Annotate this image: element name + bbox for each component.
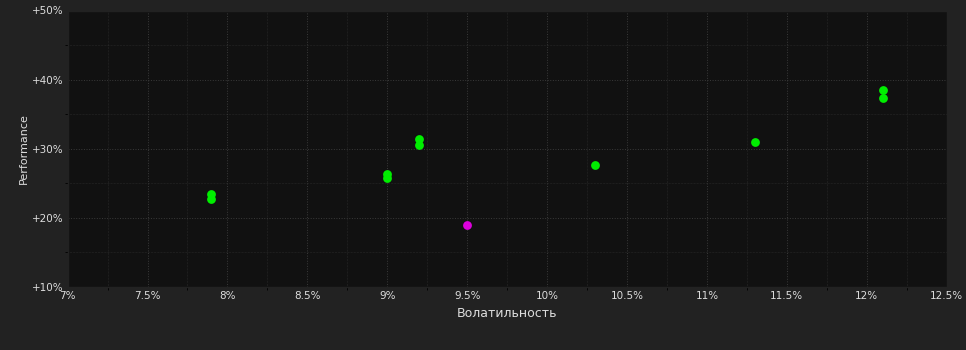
Point xyxy=(204,196,219,201)
Point xyxy=(875,96,891,101)
Point xyxy=(380,175,395,181)
Point xyxy=(204,191,219,197)
Point xyxy=(460,222,475,228)
Point xyxy=(747,139,762,145)
Point xyxy=(412,136,427,142)
Point xyxy=(380,172,395,177)
X-axis label: Волатильность: Волатильность xyxy=(457,307,557,320)
Y-axis label: Performance: Performance xyxy=(19,113,29,184)
Point xyxy=(875,87,891,93)
Point xyxy=(587,162,603,167)
Point xyxy=(412,142,427,147)
